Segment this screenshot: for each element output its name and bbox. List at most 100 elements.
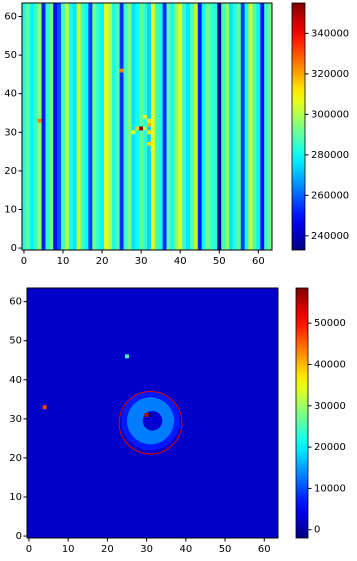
heatmap <box>22 3 272 250</box>
column-stripe <box>64 3 70 250</box>
pixel <box>147 118 151 123</box>
annotation-circle <box>118 391 183 455</box>
pixel <box>119 68 124 73</box>
column-stripe <box>150 3 156 250</box>
x-tick-label: 20 <box>101 544 114 555</box>
heatmap <box>27 288 278 538</box>
column-stripe <box>158 3 163 250</box>
pixel <box>150 138 155 142</box>
x-tick-label: 30 <box>135 256 148 267</box>
column-stripe <box>209 3 214 250</box>
axes-frame <box>21 2 273 251</box>
column-stripe <box>186 3 191 250</box>
pixel <box>37 118 42 123</box>
colorbar-tick-label: 20000 <box>314 442 346 453</box>
column-stripe <box>100 3 105 250</box>
y-tick-label: 40 <box>9 375 22 386</box>
y-tick-label: 20 <box>9 453 22 464</box>
x-tick-label: 10 <box>62 544 75 555</box>
column-stripe <box>53 3 58 250</box>
column-stripe <box>37 3 42 250</box>
colorbar-tick-label: 280000 <box>311 150 349 161</box>
column-stripe <box>256 3 261 250</box>
colorbar-tick-label: 240000 <box>311 231 349 242</box>
pixel <box>42 405 47 410</box>
column-stripe <box>244 3 249 250</box>
column-stripe <box>170 3 175 250</box>
column-stripe <box>131 3 136 250</box>
x-tick-label: 20 <box>96 256 109 267</box>
x-tick-label: 50 <box>219 544 232 555</box>
pixel <box>144 413 149 417</box>
x-tick-label: 60 <box>252 256 265 267</box>
column-stripe <box>205 3 210 250</box>
colorbar-tick-label: 260000 <box>311 190 349 201</box>
pixel <box>147 130 151 135</box>
colorbar-tick-label: 40000 <box>314 359 346 370</box>
column-stripe <box>119 3 124 250</box>
colorbar-tick-label: 0 <box>314 525 320 536</box>
column-stripe <box>45 3 50 250</box>
y-tick-label: 60 <box>4 12 17 23</box>
column-stripe <box>178 3 183 250</box>
x-tick-label: 0 <box>26 544 32 555</box>
column-stripe <box>111 3 117 250</box>
column-stripe <box>260 3 265 250</box>
colorbar-tick-label: 10000 <box>314 483 346 494</box>
column-stripe <box>264 3 269 250</box>
column-stripe <box>80 3 85 250</box>
column-stripe <box>189 3 195 250</box>
column-stripe <box>213 3 218 250</box>
column-stripe <box>193 3 199 250</box>
x-tick-label: 10 <box>57 256 70 267</box>
column-stripe <box>197 3 202 250</box>
y-tick-label: 10 <box>9 492 22 503</box>
column-stripe <box>162 3 167 250</box>
column-stripe <box>25 3 31 250</box>
y-tick-label: 0 <box>16 531 22 542</box>
column-stripe <box>248 3 253 250</box>
pixel <box>150 145 155 150</box>
x-tick-label: 60 <box>258 544 271 555</box>
column-stripe <box>84 3 89 250</box>
column-stripe <box>22 3 27 250</box>
column-stripe <box>88 3 93 250</box>
pixel <box>135 126 140 131</box>
column-stripe <box>232 3 238 250</box>
y-tick-label: 30 <box>9 414 22 425</box>
y-tick-label: 10 <box>4 204 17 215</box>
pixel <box>125 354 129 359</box>
column-stripe <box>61 3 66 250</box>
column-stripe <box>252 3 257 250</box>
column-stripe <box>182 3 187 250</box>
colorbar-tick-label: 50000 <box>314 318 346 329</box>
y-tick-label: 20 <box>4 166 17 177</box>
pixel <box>148 413 153 417</box>
column-stripe <box>268 3 272 250</box>
pixel <box>147 122 151 127</box>
column-stripe <box>96 3 101 250</box>
y-tick-label: 50 <box>9 336 22 347</box>
column-stripe <box>154 3 160 250</box>
column-stripe <box>57 3 62 250</box>
pixel <box>143 126 147 131</box>
x-tick-label: 40 <box>179 544 192 555</box>
y-tick-label: 40 <box>4 89 17 100</box>
column-stripe <box>33 3 38 250</box>
column-stripe <box>225 3 230 250</box>
column-stripe <box>76 3 81 250</box>
column-stripe <box>201 3 206 250</box>
colorbar <box>291 2 306 251</box>
colorbar <box>295 287 309 539</box>
column-stripe <box>240 3 245 250</box>
column-stripe <box>104 3 109 250</box>
x-tick-label: 30 <box>140 544 153 555</box>
y-tick-label: 30 <box>4 127 17 138</box>
x-tick-label: 0 <box>21 256 27 267</box>
column-stripe <box>92 3 97 250</box>
y-tick-label: 50 <box>4 50 17 61</box>
pixel <box>147 141 151 146</box>
y-tick-label: 0 <box>11 243 17 254</box>
colorbar-tick-label: 340000 <box>311 28 349 39</box>
